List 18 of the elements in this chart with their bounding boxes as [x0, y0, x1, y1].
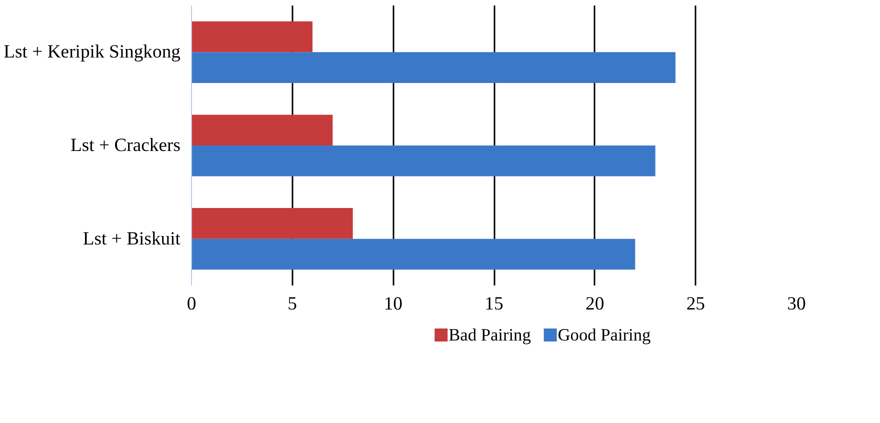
y-tick-label: Lst + Keripik Singkong: [4, 42, 181, 63]
bar: [192, 146, 656, 176]
y-tick-label: Lst + Biskuit: [82, 228, 182, 250]
x-tick-label: 10: [384, 294, 402, 314]
x-tick-label: 25: [686, 294, 705, 314]
bar: [192, 208, 353, 239]
x-tick-label: 30: [787, 294, 806, 314]
x-tick-label: 0: [186, 294, 196, 314]
legend-label: Good Pairing: [558, 326, 652, 344]
bar: [192, 52, 676, 83]
y-tick-label: Lst + Crackers: [70, 135, 181, 156]
bar: [192, 238, 636, 270]
bar: [192, 21, 312, 52]
bar: [192, 114, 333, 146]
x-tick-label: 20: [586, 294, 604, 314]
legend-label: Bad Pairing: [448, 326, 532, 344]
x-tick-label: 5: [288, 294, 297, 314]
x-tick-label: 15: [484, 294, 504, 314]
